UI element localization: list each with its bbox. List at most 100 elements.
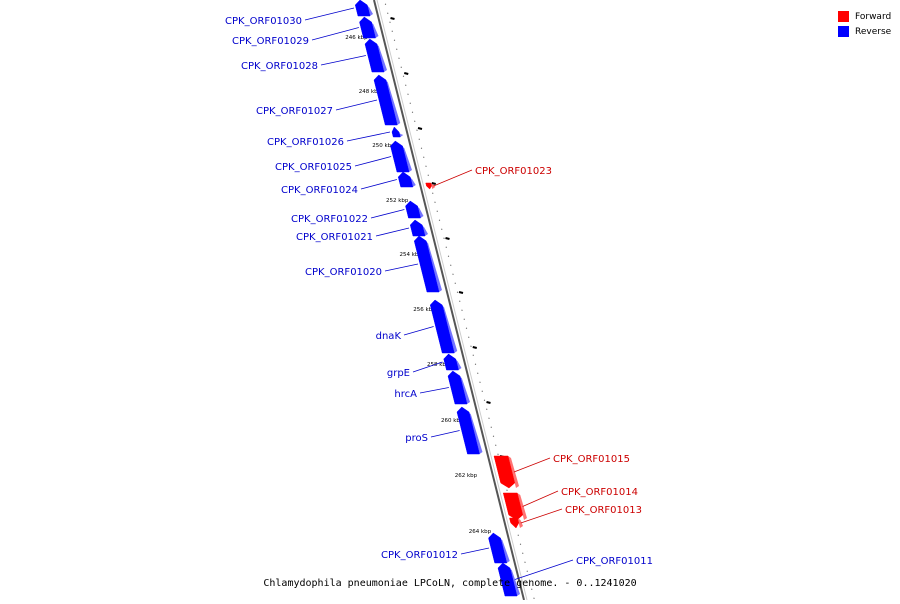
minor-tick: [387, 12, 389, 14]
label-leader: [375, 227, 410, 237]
label-leader: [384, 263, 419, 272]
minor-tick: [400, 66, 402, 68]
minor-tick: [488, 417, 490, 419]
gene-arrow[interactable]: [493, 455, 516, 489]
gene-cpk_orf01021[interactable]: [409, 219, 428, 237]
gene-arrow[interactable]: [391, 126, 401, 138]
gene-cpk_orf01023[interactable]: [425, 182, 436, 190]
major-tick: [431, 182, 436, 185]
gene-arrow-shade: [430, 183, 436, 189]
gene-cpk_orf01025[interactable]: [390, 140, 413, 173]
major-tick: [458, 291, 464, 294]
gene-arrow-shade: [517, 518, 523, 528]
gene-cpk_orf01030[interactable]: [354, 0, 373, 17]
minor-tick: [393, 39, 396, 41]
gene-label[interactable]: CPK_ORF01030: [225, 16, 302, 27]
backbone-line: [373, 0, 525, 601]
minor-tick: [519, 543, 522, 545]
gene-cpk_orf01028[interactable]: [364, 38, 387, 73]
gene-label[interactable]: CPK_ORF01029: [232, 36, 309, 47]
tick-label: 246 kbp: [345, 35, 368, 41]
gene-arrow-shade: [508, 456, 519, 488]
minor-tick: [416, 129, 418, 131]
gene-label[interactable]: hrcA: [394, 389, 417, 400]
gene-label[interactable]: CPK_ORF01021: [296, 232, 373, 243]
label-leader: [430, 430, 460, 438]
major-tick: [417, 127, 423, 130]
major-tick: [472, 346, 477, 349]
gene-label[interactable]: proS: [405, 433, 428, 444]
minor-tick: [396, 48, 398, 50]
minor-tick: [411, 111, 414, 113]
gene-label[interactable]: dnaK: [376, 331, 402, 342]
gene-cpk_orf01022[interactable]: [405, 200, 424, 219]
gene-dnak[interactable]: [429, 299, 458, 354]
label-leader: [370, 209, 405, 219]
gene-label[interactable]: CPK_ORF01028: [241, 61, 318, 72]
gene-features: [354, 0, 527, 597]
major-tick: [486, 401, 491, 404]
gene-arrow-shade: [370, 22, 379, 38]
minor-tick: [481, 390, 483, 392]
gene-label[interactable]: CPK_ORF01015: [553, 454, 630, 465]
minor-tick: [450, 264, 452, 266]
gene-label[interactable]: CPK_ORF01024: [281, 185, 358, 196]
label-leader: [513, 457, 551, 473]
gene-hrca[interactable]: [447, 370, 470, 405]
gene-cpk_orf01014[interactable]: [502, 492, 527, 521]
gene-pros[interactable]: [456, 406, 483, 455]
gene-grpe[interactable]: [443, 353, 462, 371]
gene-cpk_orf01024[interactable]: [397, 171, 416, 188]
minor-tick: [447, 255, 450, 257]
backbone-shadow: [376, 0, 528, 601]
gene-label[interactable]: CPK_ORF01014: [561, 487, 638, 498]
gene-label[interactable]: CPK_ORF01022: [291, 214, 368, 225]
gene-label[interactable]: CPK_ORF01025: [275, 162, 352, 173]
gene-label[interactable]: CPK_ORF01012: [381, 550, 458, 561]
minor-tick: [425, 165, 427, 167]
legend-forward-label: Forward: [855, 11, 892, 22]
forward-swatch: [838, 11, 849, 22]
minor-tick: [407, 93, 409, 95]
label-leader: [522, 490, 559, 507]
minor-tick: [432, 192, 434, 194]
tick-label: 264 kbp: [469, 529, 492, 535]
gene-label[interactable]: CPK_ORF01023: [475, 166, 552, 177]
minor-tick: [402, 75, 405, 77]
map-caption: Chlamydophila pneumoniae LPCoLN, complet…: [263, 578, 637, 589]
gene-cpk_orf01015[interactable]: [493, 455, 519, 489]
gene-cpk_orf01013[interactable]: [509, 517, 524, 529]
gene-label[interactable]: grpE: [387, 368, 410, 379]
gene-cpk_orf01026[interactable]: [391, 126, 404, 138]
gene-cpk_orf01011[interactable]: [497, 562, 520, 597]
minor-tick: [423, 156, 425, 158]
tick-label: 250 kbp: [372, 143, 395, 149]
gene-cpk_orf01020[interactable]: [413, 235, 442, 293]
tick-label: 262 kbp: [455, 473, 478, 479]
gene-cpk_orf01027[interactable]: [373, 74, 401, 126]
label-leader: [514, 559, 574, 580]
gene-label[interactable]: CPK_ORF01027: [256, 106, 333, 117]
gene-label[interactable]: CPK_ORF01026: [267, 137, 344, 148]
gene-arrow[interactable]: [425, 182, 432, 190]
label-leader: [335, 99, 378, 111]
minor-tick: [486, 408, 488, 410]
gene-arrow[interactable]: [502, 492, 524, 521]
gene-label[interactable]: CPK_ORF01020: [305, 267, 382, 278]
gene-cpk_orf01012[interactable]: [488, 532, 510, 564]
gene-label[interactable]: CPK_ORF01013: [565, 505, 642, 516]
gene-label[interactable]: CPK_ORF01011: [576, 556, 653, 567]
minor-tick: [459, 300, 461, 302]
legend: Forward Reverse: [838, 9, 891, 39]
gene-arrow[interactable]: [509, 517, 520, 529]
tick-label: 254 kbp: [400, 252, 423, 258]
label-leader: [460, 547, 490, 555]
tick-label: 248 kbp: [359, 89, 382, 95]
gene-arrow[interactable]: [456, 406, 480, 455]
minor-tick: [441, 228, 443, 230]
minor-tick: [506, 489, 508, 491]
gene-arrow-shade: [517, 493, 527, 520]
gene-cpk_orf01029[interactable]: [359, 16, 379, 39]
